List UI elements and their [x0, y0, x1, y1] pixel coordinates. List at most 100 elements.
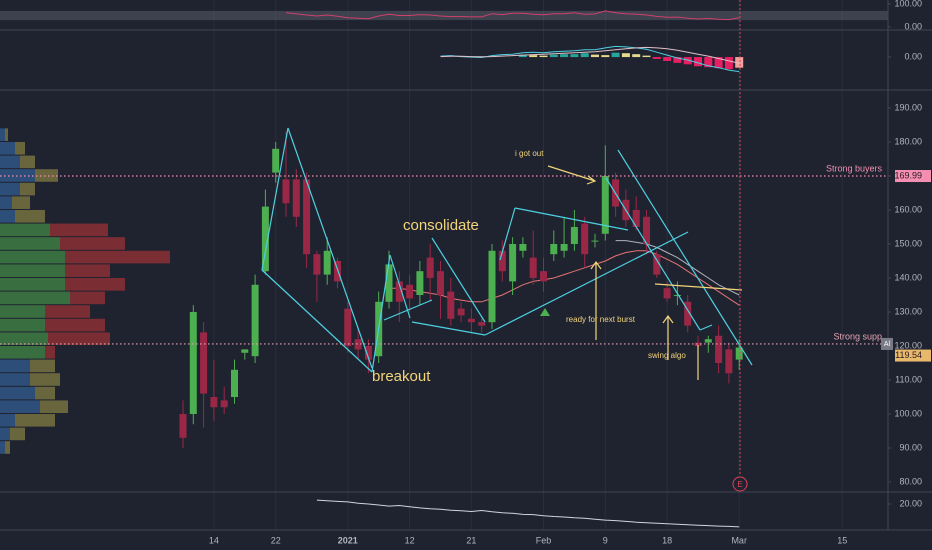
- level-label: Strong supp: [833, 331, 882, 341]
- volume-profile-down: [10, 427, 25, 441]
- macd-histogram-bar: [611, 52, 620, 58]
- candle-body: [220, 400, 228, 408]
- candle-body: [416, 271, 424, 295]
- macd-histogram-bar: [549, 54, 558, 58]
- candle-body: [406, 284, 414, 299]
- candle-body: [550, 243, 558, 255]
- volume-profile-down: [65, 250, 170, 264]
- annotation: breakout: [372, 368, 431, 385]
- y-tick-label: 150.00: [894, 238, 922, 248]
- last-price-label: 119.54: [895, 350, 922, 360]
- trendline: [389, 254, 411, 319]
- macd-histogram-bar: [652, 57, 661, 59]
- candle-body: [395, 281, 403, 302]
- candle-body: [632, 209, 640, 227]
- candle-body: [478, 322, 486, 326]
- candle-body: [179, 413, 187, 438]
- y-tick-label: 20.00: [899, 498, 922, 508]
- volume-profile-down: [50, 223, 108, 237]
- candle-body: [457, 308, 465, 316]
- x-tick-label: 14: [209, 535, 219, 545]
- volume-profile-down: [40, 400, 68, 413]
- macd-histogram-bar: [632, 54, 641, 58]
- candle-body: [241, 349, 249, 353]
- volume-profile-up: [0, 373, 30, 386]
- macd-histogram-bar: [570, 54, 579, 58]
- event-label: E: [737, 480, 742, 489]
- y-tick-label: 0.00: [904, 21, 922, 31]
- volume-profile-up: [0, 400, 40, 413]
- volume-profile-down: [45, 305, 90, 318]
- x-tick-label: 9: [603, 535, 608, 545]
- volume-profile-down: [15, 209, 45, 223]
- volume-profile-up: [0, 182, 20, 196]
- candle-body: [313, 254, 321, 275]
- volume-profile-up: [0, 413, 15, 427]
- volume-profile-up: [0, 277, 65, 291]
- drawings: consolidate breakout i got out ready for…: [261, 0, 753, 492]
- macd-histogram-bar: [735, 57, 744, 68]
- badge-label: Al: [884, 341, 891, 348]
- volume-profile-down: [5, 441, 10, 454]
- candle-body: [323, 250, 331, 275]
- y-tick-label: 140.00: [894, 272, 922, 282]
- macd-histogram-bar: [580, 53, 589, 58]
- lower-line: [316, 499, 740, 528]
- candle-body: [282, 179, 290, 204]
- macd-histogram-bar: [601, 55, 610, 58]
- candle-body: [581, 223, 589, 255]
- y-tick-label: 120.00: [894, 340, 922, 350]
- candle-body: [684, 301, 692, 326]
- macd-histogram-bar: [642, 55, 651, 58]
- annotation: swing algo: [648, 351, 686, 360]
- volume-profile-down: [15, 141, 25, 155]
- volume-profile-up: [0, 427, 10, 441]
- trendline: [287, 127, 373, 369]
- y-tick-label: 130.00: [894, 306, 922, 316]
- volume-profile-down: [20, 182, 35, 196]
- macd-histogram-bar: [724, 57, 733, 70]
- candle-body: [529, 257, 537, 278]
- volume-profile-up: [0, 359, 30, 373]
- volume-profile-down: [5, 128, 8, 141]
- volume-profile-up: [0, 305, 45, 318]
- x-tick-label: 15: [837, 535, 847, 545]
- price-box: [895, 170, 931, 183]
- volume-profile-down: [15, 413, 55, 427]
- volume-profile-up: [0, 155, 20, 169]
- macd-histogram-bar: [673, 57, 682, 63]
- badge: [881, 337, 893, 350]
- candle-body: [673, 294, 681, 296]
- macd-histogram-bar: [683, 57, 692, 65]
- volume-profile-up: [0, 345, 45, 359]
- candle-body: [200, 332, 208, 394]
- candle-body: [725, 349, 733, 374]
- candle-body: [210, 396, 218, 408]
- candle-body: [426, 257, 434, 278]
- x-tick-label: 21: [466, 535, 476, 545]
- trendlines: [261, 127, 753, 373]
- macd-histogram-bar: [560, 54, 569, 58]
- candle-body: [735, 347, 743, 360]
- arrow: [662, 314, 674, 360]
- y-tick-label: 0.00: [904, 51, 922, 61]
- trendline: [261, 127, 289, 271]
- macd-histogram-bar: [621, 53, 630, 58]
- candle-body: [704, 339, 712, 343]
- volume-profile-up: [0, 386, 35, 400]
- trendline: [605, 177, 701, 331]
- volume-profile-up: [0, 209, 15, 223]
- x-tick-label: 12: [405, 535, 415, 545]
- y-tick-label: 160.00: [894, 204, 922, 214]
- volume-profile-up: [0, 441, 5, 454]
- volume-profile-up: [0, 318, 45, 332]
- volume-profile-down: [70, 291, 105, 305]
- y-tick-label: 100.00: [894, 0, 922, 8]
- x-tick-label: 18: [662, 535, 672, 545]
- price-box-label: 169.99: [894, 170, 922, 180]
- trendline: [383, 299, 433, 321]
- candle-body: [467, 318, 475, 323]
- trendline: [499, 207, 516, 261]
- event-marker[interactable]: [732, 476, 748, 492]
